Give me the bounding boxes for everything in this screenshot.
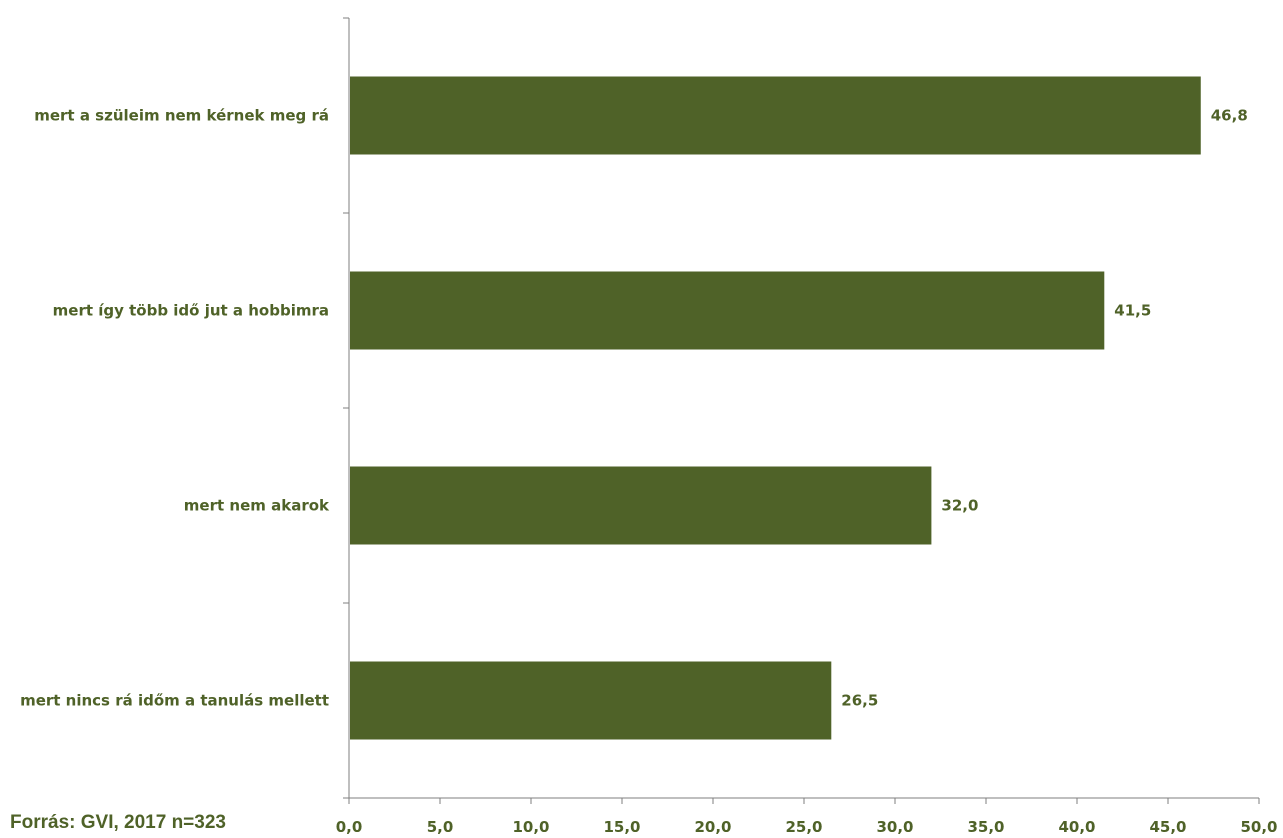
x-tick-label: 50,0 (1240, 818, 1277, 836)
labels-layer: 46,8 mert a szüleim nem kérnek meg rá 41,5… (20, 107, 1277, 837)
x-tick-label: 5,0 (427, 818, 454, 836)
value-label: 32,0 (941, 497, 978, 515)
bar (350, 466, 932, 545)
category-label: mert nem akarok (184, 497, 330, 515)
category-label: mert így több idő jut a hobbimra (53, 302, 329, 320)
category-label: mert a szüleim nem kérnek meg rá (34, 107, 329, 125)
source-note: Forrás: GVI, 2017 n=323 (10, 812, 226, 833)
x-tick-label: 45,0 (1149, 818, 1186, 836)
x-tick-label: 40,0 (1058, 818, 1095, 836)
value-label: 41,5 (1114, 302, 1151, 320)
x-tick-label: 10,0 (512, 818, 549, 836)
category-label: mert nincs rá időm a tanulás mellett (20, 692, 329, 710)
x-tick-label: 30,0 (876, 818, 913, 836)
bar (350, 271, 1105, 350)
x-tick-label: 15,0 (603, 818, 640, 836)
bar (350, 76, 1201, 155)
x-tick-label: 20,0 (694, 818, 731, 836)
bar (350, 661, 832, 740)
axis-layer (343, 17, 1260, 804)
x-tick-label: 35,0 (967, 818, 1004, 836)
value-label: 46,8 (1211, 107, 1248, 125)
x-tick-label: 0,0 (336, 818, 363, 836)
x-tick-label: 25,0 (785, 818, 822, 836)
value-label: 26,5 (841, 692, 878, 710)
bars-layer (350, 76, 1201, 740)
